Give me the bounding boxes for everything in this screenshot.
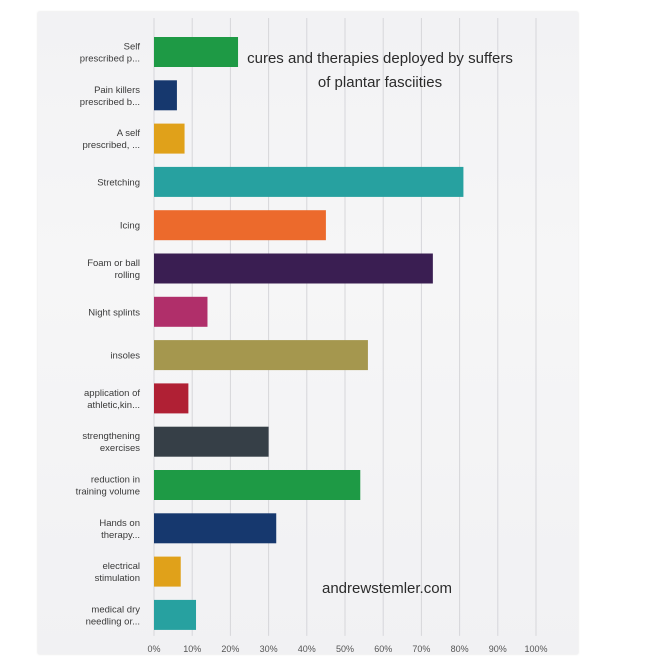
category-label: Stretching <box>97 177 140 188</box>
category-label: application of <box>84 388 140 399</box>
bar <box>154 426 269 457</box>
category-label: athletic,kin... <box>87 400 140 411</box>
x-tick-label: 70% <box>412 644 430 654</box>
category-label: strengthening <box>82 431 140 442</box>
x-tick-label: 40% <box>298 644 316 654</box>
x-tick-label: 30% <box>260 644 278 654</box>
bar <box>154 80 177 111</box>
category-label: needling or... <box>86 616 140 627</box>
bar <box>154 470 361 500</box>
category-label: prescribed, ... <box>82 140 140 151</box>
x-tick-label: 10% <box>183 644 201 654</box>
category-label: exercises <box>100 443 140 454</box>
bar <box>154 253 433 284</box>
chart-surface: 0% 10% 20% 30% 40% 50% 60% 70% 80% 90% 100% Self pre… <box>38 12 578 654</box>
category-label: Night splints <box>88 307 140 318</box>
x-tick-label: 50% <box>336 644 354 654</box>
category-label: insoles <box>110 351 140 362</box>
bar <box>154 123 185 154</box>
bar <box>154 340 368 371</box>
category-label: A self <box>117 128 141 139</box>
x-tick-label: 20% <box>221 644 239 654</box>
bar <box>154 37 239 67</box>
bar <box>154 296 208 327</box>
category-label: Icing <box>120 221 140 232</box>
category-label: Pain killers <box>94 85 140 96</box>
category-label: Self <box>124 42 141 53</box>
category-label: Foam or ball <box>87 258 140 269</box>
bar <box>154 556 181 587</box>
category-label: training volume <box>76 487 140 498</box>
x-tick-label: 60% <box>374 644 392 654</box>
bar <box>154 166 464 197</box>
bar <box>154 210 326 241</box>
category-label: medical dry <box>91 604 140 615</box>
watermark-text: andrewstemler.com <box>322 580 453 597</box>
bar <box>154 513 277 544</box>
x-tick-label: 100% <box>524 644 547 654</box>
x-tick-label: 80% <box>451 644 469 654</box>
category-label: prescribed p... <box>80 54 140 65</box>
category-label: prescribed b... <box>80 97 140 108</box>
bar-chart: 0% 10% 20% 30% 40% 50% 60% 70% 80% 90% 100%Selfpre… <box>76 18 548 654</box>
category-label: stimulation <box>95 573 140 584</box>
x-tick-label: 0% <box>147 644 160 654</box>
bar <box>154 383 189 414</box>
bar <box>154 599 197 630</box>
chart-title: cures and therapies deployed by suffers … <box>247 50 513 91</box>
category-label: rolling <box>115 270 140 281</box>
category-label: reduction in <box>91 475 140 486</box>
category-label: electrical <box>103 561 141 572</box>
x-tick-label: 90% <box>489 644 507 654</box>
category-label: therapy... <box>101 530 140 541</box>
category-label: Hands on <box>99 518 140 529</box>
